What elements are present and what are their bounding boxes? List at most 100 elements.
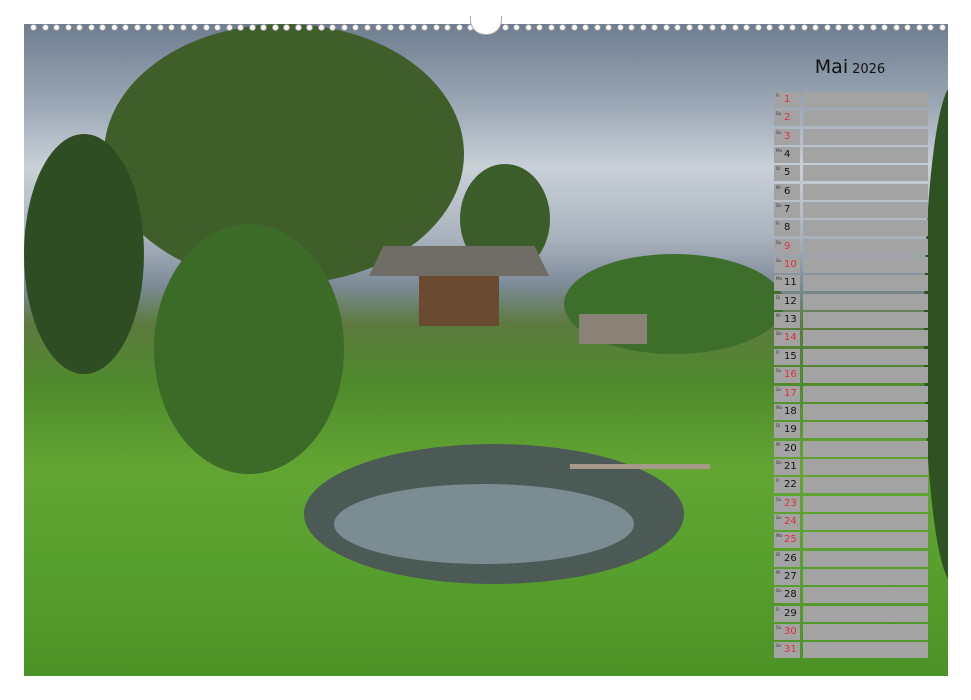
note-field[interactable] — [803, 550, 928, 567]
note-field[interactable] — [803, 623, 928, 640]
day-row[interactable]: Fr 1 — [774, 92, 928, 108]
note-field[interactable] — [803, 147, 928, 164]
binding-hole — [455, 24, 463, 31]
binding-hole — [777, 24, 785, 31]
day-row[interactable]: Fr 29 — [774, 605, 928, 622]
day-row[interactable]: Sa 30 — [774, 623, 928, 640]
day-row[interactable]: Do 7 — [774, 202, 928, 219]
note-field[interactable] — [803, 110, 928, 127]
day-row[interactable]: Sa 23 — [774, 495, 928, 512]
weekday-label: Mi — [776, 441, 781, 447]
binding-hole — [674, 24, 681, 31]
day-number: 19 — [784, 424, 797, 436]
day-number: 18 — [784, 405, 797, 417]
day-row[interactable]: Mi 27 — [774, 568, 928, 585]
year: 2026 — [852, 62, 886, 77]
day-number: 3 — [784, 130, 791, 142]
note-field[interactable] — [803, 385, 928, 402]
day-row[interactable]: So 24 — [774, 513, 928, 530]
binding-hole — [915, 24, 923, 31]
day-row[interactable]: Di 5 — [774, 165, 928, 182]
day-number: 7 — [784, 204, 791, 216]
day-row[interactable]: Di 26 — [774, 550, 928, 567]
note-field[interactable] — [803, 403, 928, 420]
day-row[interactable]: Mo 11 — [774, 275, 928, 292]
note-field[interactable] — [803, 275, 928, 292]
binding-hole — [892, 24, 900, 31]
day-row[interactable]: Fr 22 — [774, 477, 928, 494]
weekday-label: Fr — [776, 221, 780, 227]
binding-hole — [122, 24, 129, 31]
note-field[interactable] — [803, 642, 928, 659]
note-field[interactable] — [803, 605, 928, 622]
note-field[interactable] — [803, 202, 928, 219]
day-row[interactable]: Mi 6 — [774, 183, 928, 200]
house-roof — [369, 246, 549, 276]
day-row[interactable]: Mi 20 — [774, 440, 928, 457]
note-field[interactable] — [803, 183, 928, 200]
day-row[interactable]: So 10 — [774, 257, 928, 274]
day-row[interactable]: Mo 4 — [774, 147, 928, 164]
note-field[interactable] — [803, 568, 928, 585]
day-row[interactable]: So 31 — [774, 642, 928, 659]
day-row[interactable]: Sa 16 — [774, 367, 928, 384]
day-row[interactable]: Sa 9 — [774, 238, 928, 255]
day-row[interactable]: Sa 2 — [774, 110, 928, 127]
day-number: 17 — [784, 387, 797, 399]
note-field[interactable] — [803, 165, 928, 182]
day-row[interactable]: Di 19 — [774, 422, 928, 439]
note-field[interactable] — [803, 128, 928, 145]
note-field[interactable] — [803, 293, 928, 310]
day-row[interactable]: So 3 — [774, 128, 928, 145]
day-row[interactable]: Do 14 — [774, 330, 928, 347]
day-row[interactable]: So 17 — [774, 385, 928, 402]
note-field[interactable] — [803, 477, 928, 494]
note-field[interactable] — [803, 330, 928, 347]
binding-hole — [432, 24, 440, 31]
binding-hole — [133, 24, 141, 31]
day-cell: Mo 18 — [774, 403, 800, 420]
jetty — [570, 464, 710, 469]
binding-hole — [53, 24, 60, 31]
weekday-label: Sa — [776, 496, 781, 502]
note-field[interactable] — [803, 532, 928, 549]
day-row[interactable]: Di 12 — [774, 293, 928, 310]
day-row[interactable]: Mo 18 — [774, 403, 928, 420]
note-field[interactable] — [803, 495, 928, 512]
day-row[interactable]: Do 28 — [774, 587, 928, 604]
day-row[interactable]: Mo 25 — [774, 532, 928, 549]
day-cell: So 10 — [774, 257, 800, 274]
day-number: 30 — [784, 625, 797, 637]
weekday-label: Sa — [776, 368, 781, 374]
note-field[interactable] — [803, 587, 928, 604]
day-number: 20 — [784, 442, 797, 454]
weekday-label: Mi — [776, 184, 781, 190]
note-field[interactable] — [803, 238, 928, 255]
note-field[interactable] — [803, 513, 928, 530]
day-number: 12 — [784, 295, 797, 307]
day-row[interactable]: Fr 8 — [774, 220, 928, 237]
note-field[interactable] — [803, 257, 928, 274]
note-field[interactable] — [803, 312, 928, 329]
day-row[interactable]: Mi 13 — [774, 312, 928, 329]
binding-hole — [30, 24, 37, 31]
day-cell: Di 19 — [774, 422, 800, 439]
note-field[interactable] — [803, 367, 928, 384]
binding-hole — [248, 24, 256, 31]
note-field[interactable] — [803, 422, 928, 439]
weekday-label: Sa — [776, 111, 781, 117]
binding-hole — [869, 24, 877, 31]
note-field[interactable] — [803, 458, 928, 475]
day-cell: Fr 29 — [774, 605, 800, 622]
note-field[interactable] — [803, 348, 928, 365]
note-field[interactable] — [803, 92, 928, 108]
day-row[interactable]: Do 21 — [774, 458, 928, 475]
day-row[interactable]: Fr 15 — [774, 348, 928, 365]
day-cell: Mi 27 — [774, 568, 800, 585]
day-number: 4 — [784, 149, 791, 161]
note-field[interactable] — [803, 220, 928, 237]
note-field[interactable] — [803, 440, 928, 457]
shed — [579, 314, 647, 344]
binding-hole — [881, 24, 888, 31]
binding-hole — [110, 24, 118, 31]
